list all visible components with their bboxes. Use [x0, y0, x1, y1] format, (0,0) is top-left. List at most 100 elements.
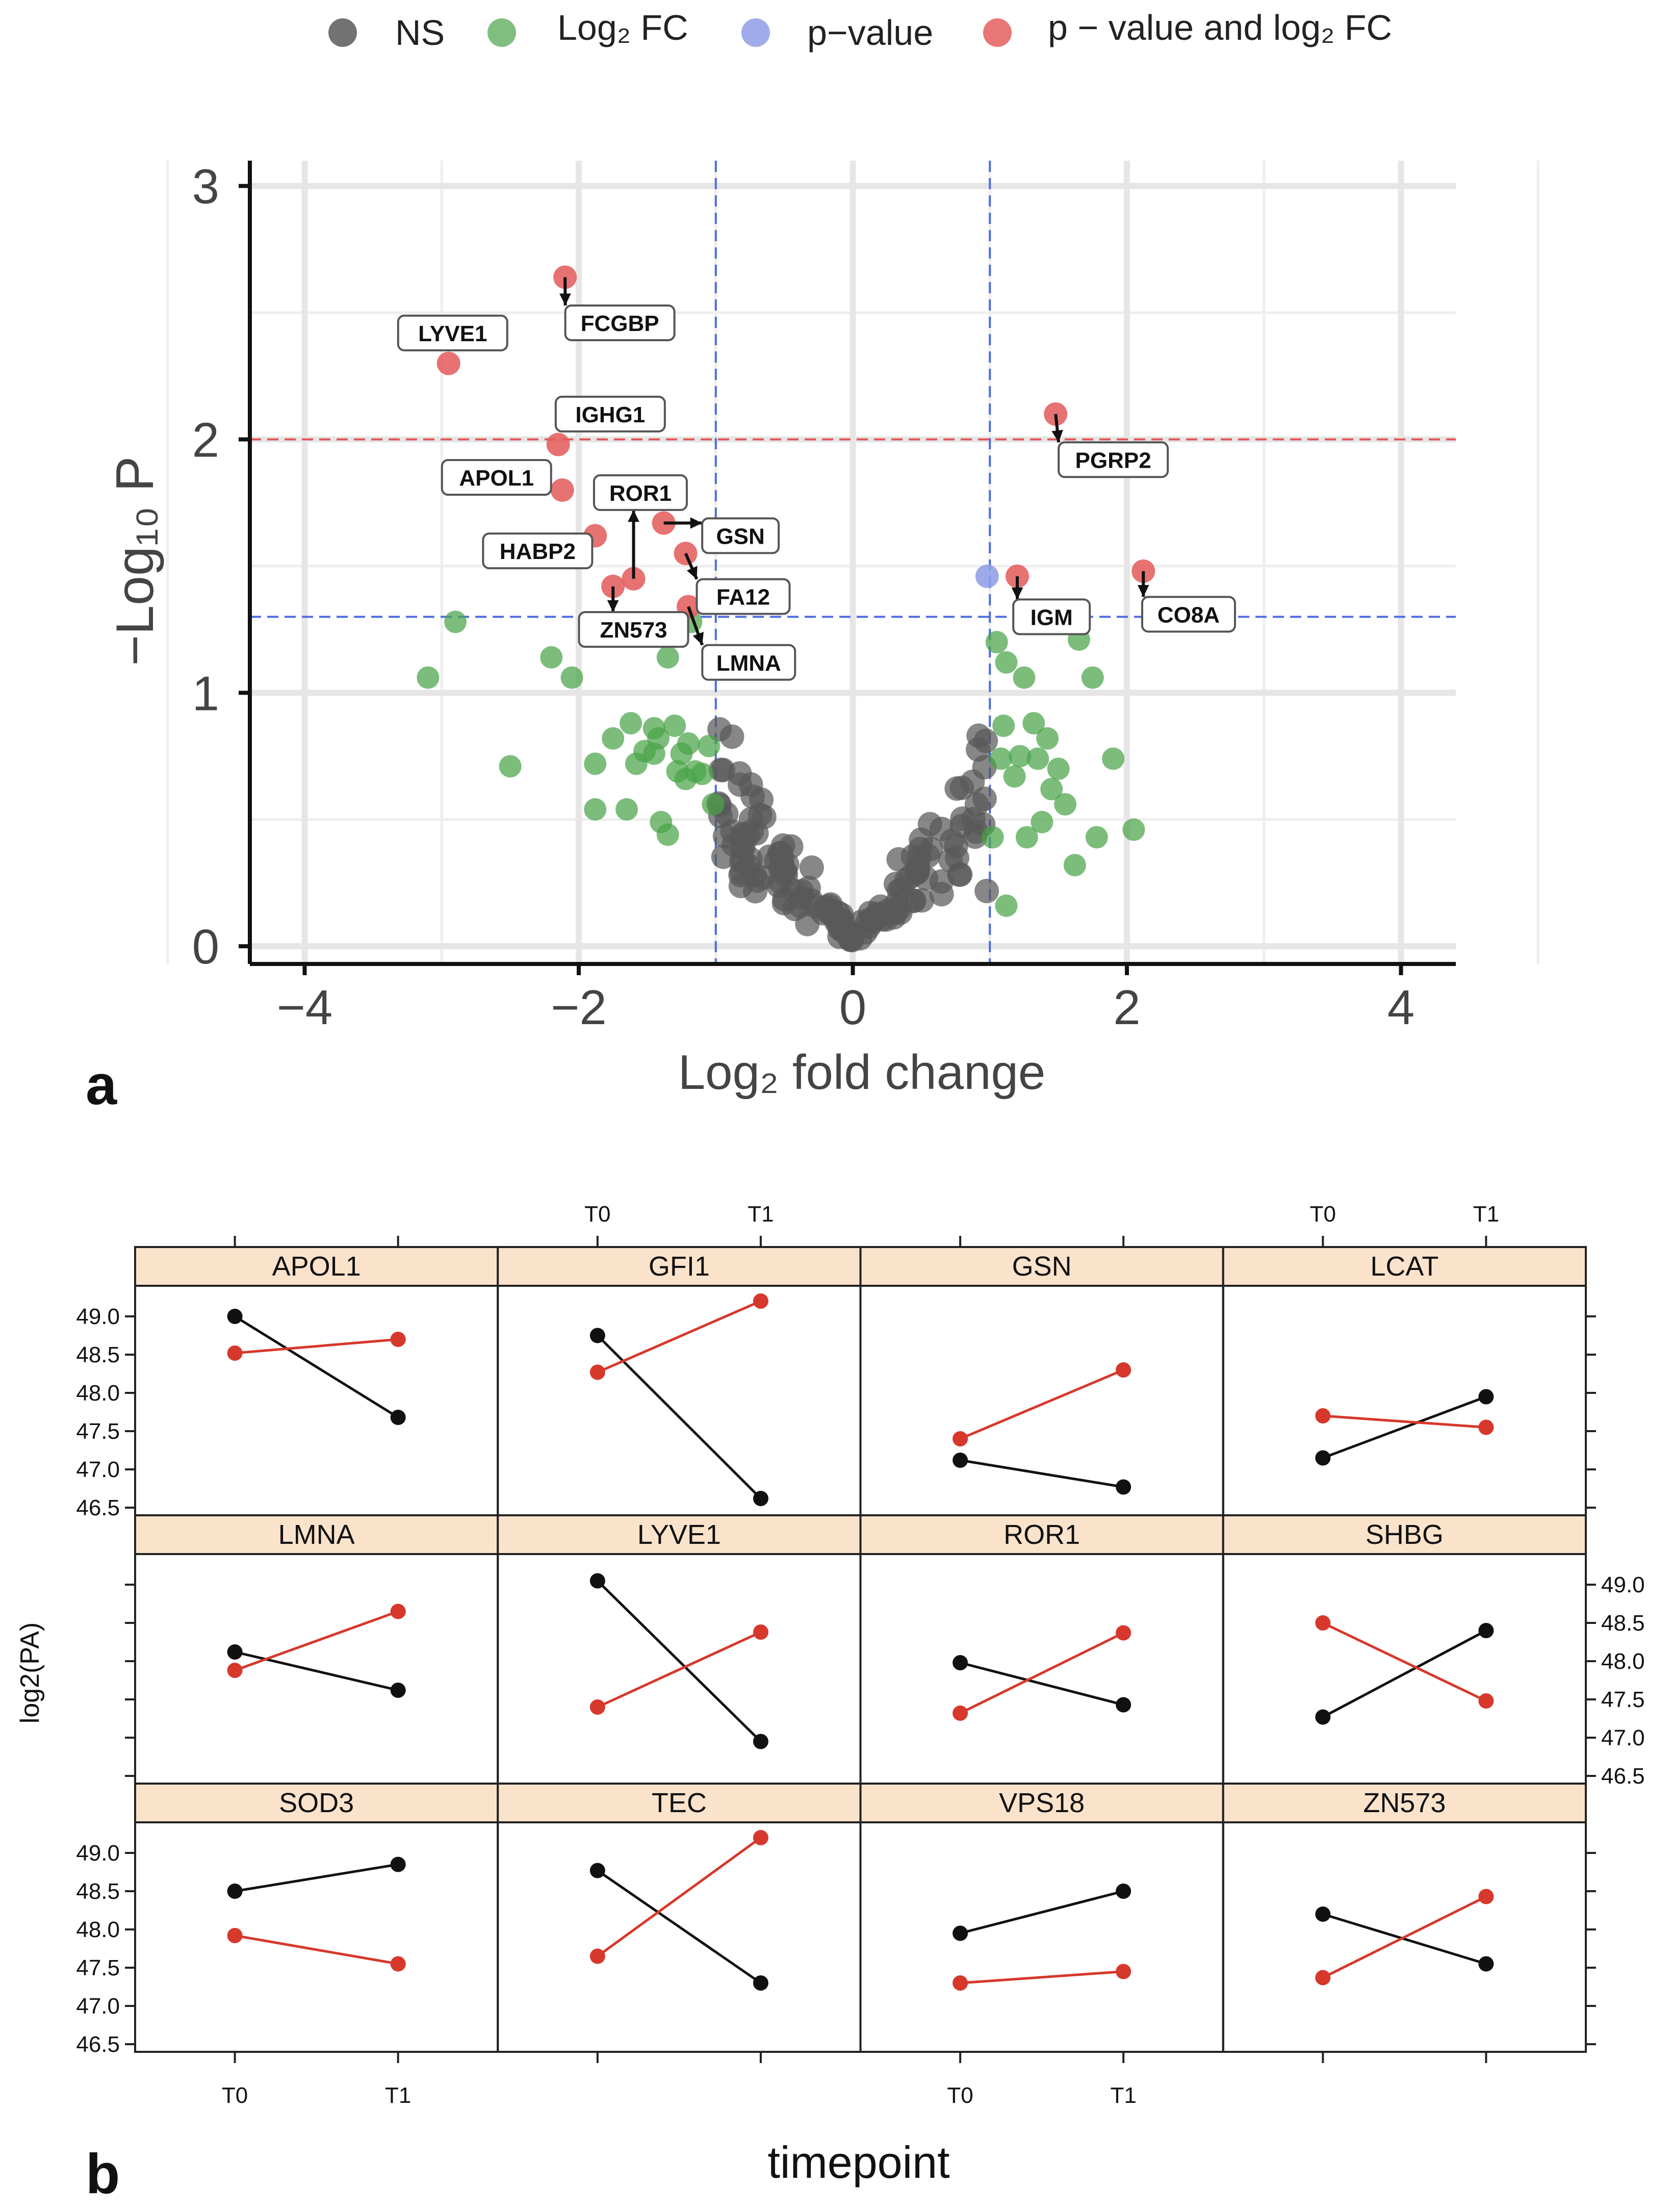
- facet-strip: [859, 1783, 1224, 1823]
- fc-point: [995, 894, 1018, 917]
- significant-point: [550, 478, 574, 502]
- gene-label-text: IGM: [1031, 605, 1073, 630]
- gene-label-box: [701, 517, 780, 554]
- facet-strip: [134, 1514, 499, 1555]
- fc-point: [1102, 747, 1125, 770]
- black-series-line: [235, 1863, 399, 1893]
- black-series-point: [1116, 1697, 1131, 1713]
- ns-point: [886, 847, 911, 872]
- lattice-bottom-x-tick-label: T0: [947, 2083, 973, 2108]
- black-series-point: [1315, 1906, 1331, 1922]
- gene-label-text: GSN: [716, 524, 764, 549]
- fc-point: [1013, 666, 1036, 689]
- red-series-point: [1116, 1625, 1131, 1641]
- gene-label-text: LMNA: [716, 651, 781, 676]
- ns-point: [974, 878, 999, 903]
- facet-lcat: LCAT: [1222, 1246, 1587, 1516]
- ns-point: [901, 888, 925, 913]
- gene-label-text: HABP2: [500, 539, 576, 564]
- red-series-point: [1478, 1419, 1494, 1435]
- ns-point: [929, 869, 954, 894]
- facet-strip: [1222, 1783, 1587, 1823]
- red-series-line: [1322, 1895, 1487, 1979]
- gene-label-text: LYVE1: [418, 321, 487, 346]
- gene-label-box: [482, 532, 594, 570]
- red-series-line: [235, 1934, 399, 1965]
- facet-sod3: SOD3: [134, 1783, 499, 2053]
- black-series-line: [597, 1869, 762, 1985]
- fc-point: [656, 823, 679, 846]
- volcano-x-axis-title: Log₂ fold change: [678, 1045, 1046, 1100]
- ns-point: [767, 841, 792, 866]
- gene-label-text: IGHG1: [575, 402, 645, 427]
- legend-label-both: p − value and log₂ FC: [1048, 8, 1392, 47]
- black-series-point: [227, 1309, 243, 1324]
- legend-swatch-fc: [487, 18, 516, 47]
- ns-point: [799, 855, 824, 880]
- fc-point: [690, 762, 713, 785]
- red-series-point: [753, 1830, 768, 1845]
- facet-title: SHBG: [1366, 1519, 1444, 1550]
- facet-vps18: VPS18: [859, 1783, 1224, 2053]
- ns-point: [731, 834, 756, 859]
- lattice-y-tick-label: 49.0: [76, 1841, 120, 1866]
- gene-label: ZN573: [578, 611, 689, 648]
- fc-point: [995, 651, 1018, 674]
- red-series-point: [1315, 1970, 1331, 1986]
- fc-point: [647, 727, 670, 750]
- lattice-y-tick-label: 46.5: [1601, 1764, 1645, 1789]
- black-series-point: [953, 1453, 968, 1468]
- fc-point: [1022, 711, 1045, 734]
- black-series-point: [753, 1734, 768, 1749]
- fc-point: [656, 646, 679, 669]
- gene-label-arrowhead: [1011, 587, 1023, 600]
- legend-swatch-ns: [328, 18, 357, 47]
- facet-tec: TEC: [497, 1783, 862, 2053]
- fc-point: [1085, 826, 1108, 849]
- gene-label-text: FA12: [716, 585, 770, 610]
- gene-label-arrowhead: [607, 600, 619, 613]
- facet-panel: [1222, 1821, 1587, 2053]
- volcano-y-tick-label: 1: [192, 666, 219, 721]
- red-series-point: [589, 1364, 605, 1380]
- red-series-point: [390, 1604, 406, 1619]
- facet-panel: [134, 1553, 499, 1785]
- gene-label-box: [578, 611, 689, 648]
- fc-point: [1122, 818, 1145, 841]
- facet-title: SOD3: [279, 1788, 354, 1818]
- red-series-point: [953, 1975, 968, 1991]
- gene-label-text: ZN573: [600, 618, 667, 643]
- facet-title: ROR1: [1004, 1519, 1080, 1550]
- lattice-bottom-x-tick-label: T1: [385, 2083, 411, 2108]
- black-series-point: [589, 1863, 605, 1878]
- lattice-y-axis-title: log2(PA): [15, 1622, 45, 1723]
- red-series-point: [227, 1345, 243, 1361]
- fc-point: [444, 611, 467, 633]
- gene-label-box: [1012, 598, 1091, 635]
- lattice-y-tick-label: 47.5: [76, 1419, 120, 1444]
- fc-point: [499, 755, 522, 778]
- facet-gfi1: GFI1: [497, 1246, 862, 1516]
- lattice-axes: 46.5 47.0 47.5 48.0 48.5 49.0 46.5 47.0 47.5 48.0…: [76, 1202, 1644, 2108]
- facet-panel: [1222, 1285, 1587, 1516]
- lattice-y-tick-label: 48.0: [76, 1917, 120, 1942]
- significant-point: [546, 433, 570, 456]
- facet-title: TEC: [652, 1788, 707, 1818]
- facet-shbg: SHBG: [1222, 1514, 1587, 1785]
- black-series-point: [1478, 1623, 1494, 1638]
- gene-label-box: [593, 474, 688, 511]
- fc-point: [584, 798, 607, 821]
- legend-swatch-both: [983, 18, 1012, 47]
- lattice-bottom-x-tick-label: T0: [222, 2083, 248, 2108]
- fc-point: [702, 793, 725, 816]
- red-series-point: [1315, 1408, 1331, 1423]
- ns-point: [961, 807, 986, 832]
- ns-point: [839, 924, 864, 949]
- black-series-point: [589, 1328, 605, 1343]
- lattice-y-tick-label: 48.5: [1601, 1611, 1645, 1636]
- gene-label-text: APOL1: [459, 466, 534, 491]
- gene-label-box: [1141, 596, 1236, 633]
- facet-lyve1: LYVE1: [497, 1514, 862, 1785]
- fc-point: [560, 666, 583, 689]
- red-series-point: [589, 1948, 605, 1964]
